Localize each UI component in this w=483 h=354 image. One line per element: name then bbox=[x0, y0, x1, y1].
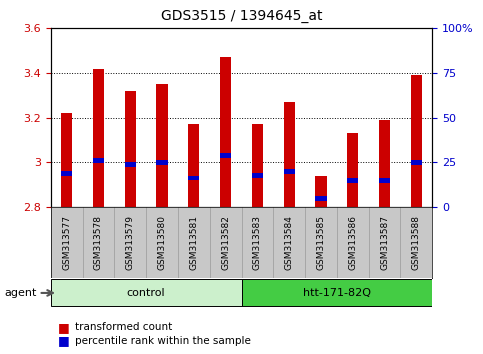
Text: GSM313587: GSM313587 bbox=[380, 215, 389, 270]
Bar bbox=[61, 171, 72, 176]
Text: htt-171-82Q: htt-171-82Q bbox=[303, 288, 371, 298]
Text: transformed count: transformed count bbox=[75, 322, 172, 332]
Bar bbox=[252, 173, 263, 178]
Text: control: control bbox=[127, 288, 165, 298]
Text: GSM313580: GSM313580 bbox=[157, 215, 167, 270]
Bar bbox=[411, 75, 422, 207]
Text: GSM313579: GSM313579 bbox=[126, 215, 135, 270]
Text: agent: agent bbox=[5, 288, 37, 298]
Text: percentile rank within the sample: percentile rank within the sample bbox=[75, 336, 251, 346]
Bar bbox=[61, 113, 72, 207]
Bar bbox=[220, 153, 231, 158]
Bar bbox=[156, 84, 168, 207]
Bar bbox=[252, 124, 263, 207]
Text: GSM313577: GSM313577 bbox=[62, 215, 71, 270]
Bar bbox=[411, 160, 422, 165]
Bar bbox=[315, 196, 327, 201]
Text: GSM313581: GSM313581 bbox=[189, 215, 199, 270]
FancyBboxPatch shape bbox=[51, 279, 242, 307]
Text: GSM313585: GSM313585 bbox=[316, 215, 326, 270]
Bar bbox=[188, 124, 199, 207]
Text: GSM313582: GSM313582 bbox=[221, 215, 230, 270]
Bar bbox=[125, 91, 136, 207]
Bar bbox=[220, 57, 231, 207]
Bar bbox=[379, 120, 390, 207]
Bar bbox=[93, 158, 104, 162]
Text: GSM313586: GSM313586 bbox=[348, 215, 357, 270]
Text: GSM313578: GSM313578 bbox=[94, 215, 103, 270]
Bar bbox=[93, 69, 104, 207]
Text: ■: ■ bbox=[58, 334, 70, 347]
Bar bbox=[156, 160, 168, 165]
Bar bbox=[284, 169, 295, 174]
FancyBboxPatch shape bbox=[242, 279, 432, 307]
Text: ■: ■ bbox=[58, 321, 70, 334]
Bar bbox=[347, 133, 358, 207]
Bar bbox=[125, 162, 136, 167]
Bar bbox=[379, 178, 390, 183]
Bar bbox=[347, 178, 358, 183]
Text: GSM313584: GSM313584 bbox=[284, 215, 294, 270]
Text: GDS3515 / 1394645_at: GDS3515 / 1394645_at bbox=[161, 9, 322, 23]
Text: GSM313583: GSM313583 bbox=[253, 215, 262, 270]
Bar bbox=[315, 176, 327, 207]
Text: GSM313588: GSM313588 bbox=[412, 215, 421, 270]
Bar bbox=[188, 176, 199, 181]
Bar bbox=[284, 102, 295, 207]
